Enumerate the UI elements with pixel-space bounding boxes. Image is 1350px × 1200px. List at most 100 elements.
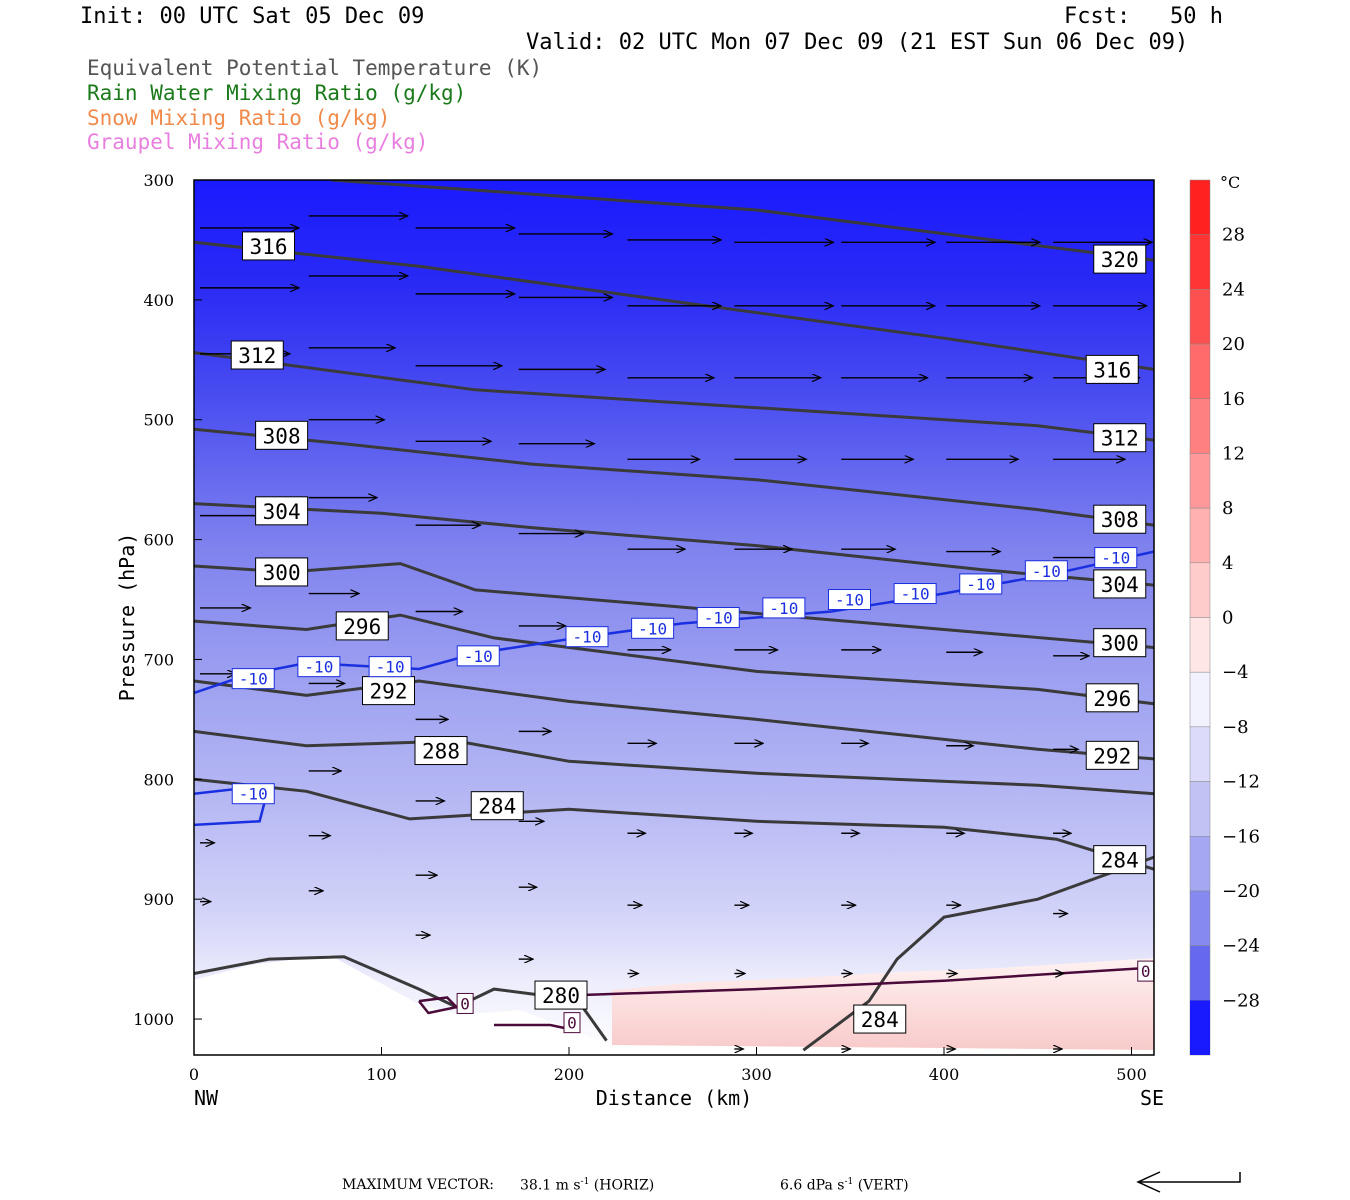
legend-snow: Snow Mixing Ratio (g/kg) [87,106,391,130]
theta-e-label: 296 [335,611,389,641]
x-tick-label: 500 [1116,1065,1147,1084]
legend-rain: Rain Water Mixing Ratio (g/kg) [87,81,467,105]
svg-text:308: 308 [263,424,301,448]
max-vector-label: MAXIMUM VECTOR: [342,1177,494,1193]
x-tick-label: 200 [554,1065,585,1084]
theta-e-contour-316 [194,240,1154,371]
svg-text:-10: -10 [1101,549,1130,568]
svg-text:296: 296 [343,615,381,639]
y-tick-label: 300 [143,171,174,190]
temperature-label: -10 [1024,560,1068,582]
temperature-label: -10 [456,645,500,667]
theta-e-contour-284 [194,777,1154,871]
theta-e-label: 308 [1093,504,1147,534]
colorbar-swatch [1189,945,1211,1001]
theta-e-contour-312 [194,351,1154,442]
svg-text:-10: -10 [638,619,667,638]
colorbar-swatch [1189,890,1211,946]
theta-e-contour-308 [194,427,1154,527]
theta-e-contour-304 [194,502,1154,587]
theta-e-label: 316 [1085,354,1139,384]
theta-e-label: 292 [1085,740,1139,770]
valid-time: Valid: 02 UTC Mon 07 Dec 09 (21 EST Sun … [526,30,1189,55]
svg-text:-10: -10 [573,628,602,647]
svg-text:284: 284 [861,1008,899,1032]
theta-e-contour-292 [194,679,1154,761]
svg-text:304: 304 [1101,573,1139,597]
temperature-label: 0 [456,992,474,1014]
temp-contour-zero [418,996,459,1015]
theta-e-label: 304 [255,496,309,526]
temperature-label: -10 [1094,547,1138,569]
svg-text:304: 304 [263,500,301,524]
y-axis-label: Pressure (hPa) [115,533,139,702]
theta-e-label: 312 [230,340,284,370]
colorbar-label: −20 [1222,881,1260,902]
x-tick-label: 400 [929,1065,960,1084]
svg-text:-10: -10 [769,599,798,618]
colorbar-swatch [1189,179,1211,235]
svg-text:292: 292 [1093,744,1131,768]
y-tick-label: 1000 [133,1010,174,1029]
x-tick-label: 300 [741,1065,772,1084]
colorbar-swatch [1189,726,1211,782]
colorbar-swatch [1189,671,1211,728]
temperature-label: 0 [1137,960,1155,982]
theta-e-label: 292 [362,676,415,706]
colorbar-swatch [1190,1000,1210,1055]
theta-e-label: 300 [1093,628,1147,658]
temperature-label: -10 [368,656,412,678]
theta-e-label: 316 [242,231,295,261]
colorbar-label: 0 [1222,608,1233,629]
colorbar-label: −4 [1222,662,1249,683]
svg-text:-10: -10 [464,647,493,666]
temperature-label: -10 [696,607,740,628]
theta-e-label: 308 [255,420,309,450]
colorbar-label: 20 [1222,334,1245,355]
colorbar-label: 28 [1222,225,1245,246]
colorbar-swatch [1189,617,1211,673]
theta-e-label: 284 [1093,845,1147,875]
svg-text:296: 296 [1093,687,1131,711]
svg-text:320: 320 [1101,248,1139,272]
theta-e-contour-288 [194,729,1154,796]
colorbar-unit: °C [1220,173,1240,192]
colorbar-label: −12 [1222,772,1260,793]
x-endpoint-left: NW [194,1086,219,1110]
legend-graupel: Graupel Mixing Ratio (g/kg) [87,130,429,154]
theta-e-contour-296 [194,613,1154,706]
svg-text:312: 312 [238,344,276,368]
temperature-label: 0 [563,1012,581,1034]
plot-frame [193,179,1155,1056]
svg-text:-10: -10 [239,670,268,689]
temperature-label: -10 [231,783,275,805]
colorbar-swatch [1189,289,1211,345]
theta-e-label: 312 [1093,423,1147,453]
colorbar-swatch [1189,836,1211,892]
temperature-label: -10 [828,589,871,611]
theta-e-label: 280 [534,980,588,1010]
svg-text:0: 0 [460,994,470,1013]
colorbar-swatch [1189,562,1211,618]
temperature-label: -10 [959,573,1003,595]
svg-text:-10: -10 [239,785,268,804]
x-tick-label: 0 [189,1065,199,1084]
x-endpoint-right: SE [1140,1086,1164,1110]
x-tick-label: 100 [366,1065,397,1084]
svg-text:300: 300 [263,561,301,585]
svg-text:316: 316 [250,235,288,259]
temperature-label: -10 [297,656,341,678]
svg-text:-10: -10 [376,658,405,677]
legend-theta-e: Equivalent Potential Temperature (K) [87,56,543,80]
temperature-label: -10 [631,617,675,639]
svg-text:-10: -10 [1032,562,1061,581]
theta-e-label: 300 [255,557,309,587]
max-vector-horiz: 38.1 m s-1 (HORIZ) [520,1177,655,1194]
colorbar-label: 24 [1222,279,1245,300]
temp-contour-zero [578,966,1154,997]
colorbar-label: −24 [1222,936,1260,957]
svg-text:-10: -10 [901,585,930,604]
svg-text:316: 316 [1093,358,1131,382]
svg-text:288: 288 [422,740,460,764]
